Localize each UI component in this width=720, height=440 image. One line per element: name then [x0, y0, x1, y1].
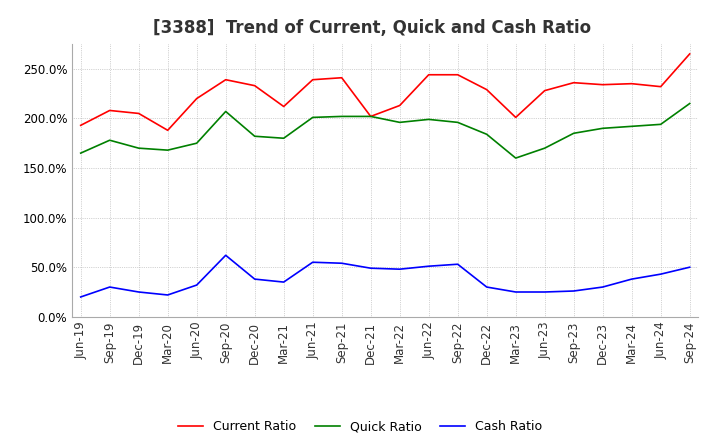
Current Ratio — [135, 111, 143, 116]
Current Ratio — [657, 84, 665, 89]
Current Ratio — [424, 72, 433, 77]
Cash Ratio — [338, 260, 346, 266]
Legend: Current Ratio, Quick Ratio, Cash Ratio: Current Ratio, Quick Ratio, Cash Ratio — [173, 415, 547, 438]
Quick Ratio — [251, 134, 259, 139]
Current Ratio — [105, 108, 114, 113]
Cash Ratio — [76, 294, 85, 300]
Cash Ratio — [251, 276, 259, 282]
Current Ratio — [338, 75, 346, 81]
Current Ratio — [482, 87, 491, 92]
Cash Ratio — [511, 290, 520, 295]
Quick Ratio — [395, 120, 404, 125]
Line: Current Ratio: Current Ratio — [81, 54, 690, 130]
Cash Ratio — [308, 260, 317, 265]
Quick Ratio — [685, 101, 694, 106]
Quick Ratio — [511, 155, 520, 161]
Current Ratio — [192, 96, 201, 101]
Quick Ratio — [105, 138, 114, 143]
Current Ratio — [685, 51, 694, 57]
Quick Ratio — [76, 150, 85, 156]
Cash Ratio — [279, 279, 288, 285]
Quick Ratio — [541, 146, 549, 151]
Cash Ratio — [395, 267, 404, 272]
Quick Ratio — [598, 126, 607, 131]
Quick Ratio — [482, 132, 491, 137]
Current Ratio — [76, 123, 85, 128]
Quick Ratio — [454, 120, 462, 125]
Quick Ratio — [627, 124, 636, 129]
Cash Ratio — [627, 276, 636, 282]
Cash Ratio — [221, 253, 230, 258]
Quick Ratio — [366, 114, 375, 119]
Cash Ratio — [105, 284, 114, 290]
Current Ratio — [308, 77, 317, 82]
Current Ratio — [570, 80, 578, 85]
Quick Ratio — [338, 114, 346, 119]
Quick Ratio — [135, 146, 143, 151]
Quick Ratio — [163, 147, 172, 153]
Quick Ratio — [221, 109, 230, 114]
Current Ratio — [163, 128, 172, 133]
Cash Ratio — [598, 284, 607, 290]
Current Ratio — [279, 104, 288, 109]
Cash Ratio — [135, 290, 143, 295]
Text: [3388]  Trend of Current, Quick and Cash Ratio: [3388] Trend of Current, Quick and Cash … — [153, 19, 592, 37]
Cash Ratio — [192, 282, 201, 288]
Quick Ratio — [570, 131, 578, 136]
Cash Ratio — [541, 290, 549, 295]
Cash Ratio — [454, 262, 462, 267]
Current Ratio — [366, 114, 375, 119]
Quick Ratio — [657, 122, 665, 127]
Current Ratio — [541, 88, 549, 93]
Current Ratio — [511, 115, 520, 120]
Cash Ratio — [366, 266, 375, 271]
Cash Ratio — [482, 284, 491, 290]
Current Ratio — [395, 103, 404, 108]
Current Ratio — [221, 77, 230, 82]
Cash Ratio — [570, 288, 578, 293]
Line: Cash Ratio: Cash Ratio — [81, 255, 690, 297]
Quick Ratio — [424, 117, 433, 122]
Current Ratio — [251, 83, 259, 88]
Cash Ratio — [657, 271, 665, 277]
Current Ratio — [627, 81, 636, 86]
Cash Ratio — [424, 264, 433, 269]
Cash Ratio — [163, 292, 172, 297]
Quick Ratio — [308, 115, 317, 120]
Current Ratio — [454, 72, 462, 77]
Quick Ratio — [279, 136, 288, 141]
Quick Ratio — [192, 140, 201, 146]
Cash Ratio — [685, 264, 694, 270]
Line: Quick Ratio: Quick Ratio — [81, 103, 690, 158]
Current Ratio — [598, 82, 607, 87]
